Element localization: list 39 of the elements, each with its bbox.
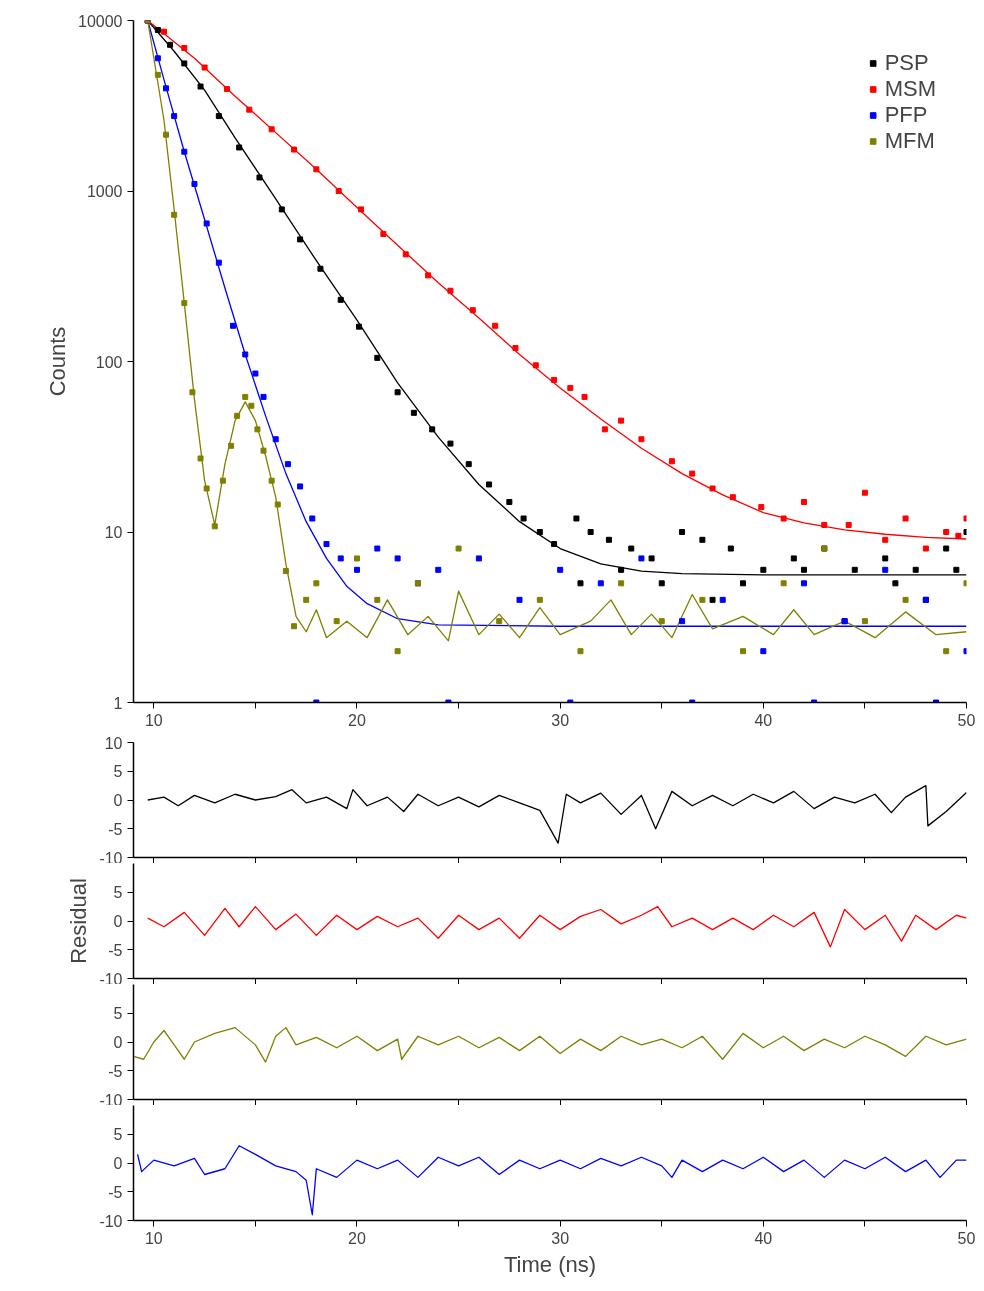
legend-label: PFP [884,102,928,128]
y-tick-label: -10 [99,1091,123,1109]
y-tick-label: 0 [113,913,123,930]
x-tick-label: 30 [551,1229,570,1247]
y-tick-label: 100 [95,353,123,371]
y-tick-label: 0 [113,792,123,809]
x-tick-label: 20 [348,1229,366,1247]
x-tick-label: 50 [957,1229,976,1247]
y-tick-label: -10 [99,849,123,867]
y-tick-label: 1 [113,694,123,712]
x-tick-label: 10 [144,711,163,729]
y-tick-label: 1000 [86,183,123,200]
y-tick-label: 0 [113,1155,123,1172]
y-tick-label: 10 [104,524,123,541]
y-tick-label: 5 [113,1126,123,1144]
legend-label: MFM [884,128,935,154]
y-tick-label: -5 [108,1183,123,1201]
y-tick-label: 10 [104,734,123,752]
legend-label: PSP [884,50,929,76]
y-tick-label: -10 [99,970,123,988]
y-tick-label: 0 [113,1034,123,1051]
y-tick-label: -5 [108,941,123,959]
x-tick-label: 40 [754,711,773,729]
y-tick-label: 5 [113,763,123,781]
x-tick-label: 30 [551,711,570,729]
x-tick-label: 20 [348,711,366,729]
y-tick-label: -10 [99,1212,123,1230]
y-tick-label: 5 [113,884,123,902]
y-axis-title: Residual [66,878,92,964]
y-tick-label: -5 [108,820,123,838]
y-axis-title: Counts [45,326,71,397]
y-tick-label: 5 [113,1005,123,1023]
x-tick-label: 10 [144,1229,163,1247]
x-tick-label: 50 [957,711,976,729]
y-tick-label: 10000 [78,12,123,30]
x-tick-label: 40 [754,1229,773,1247]
legend-label: MSM [884,76,936,102]
x-axis-title: Time (ns) [503,1251,597,1277]
y-tick-label: -5 [108,1062,123,1080]
